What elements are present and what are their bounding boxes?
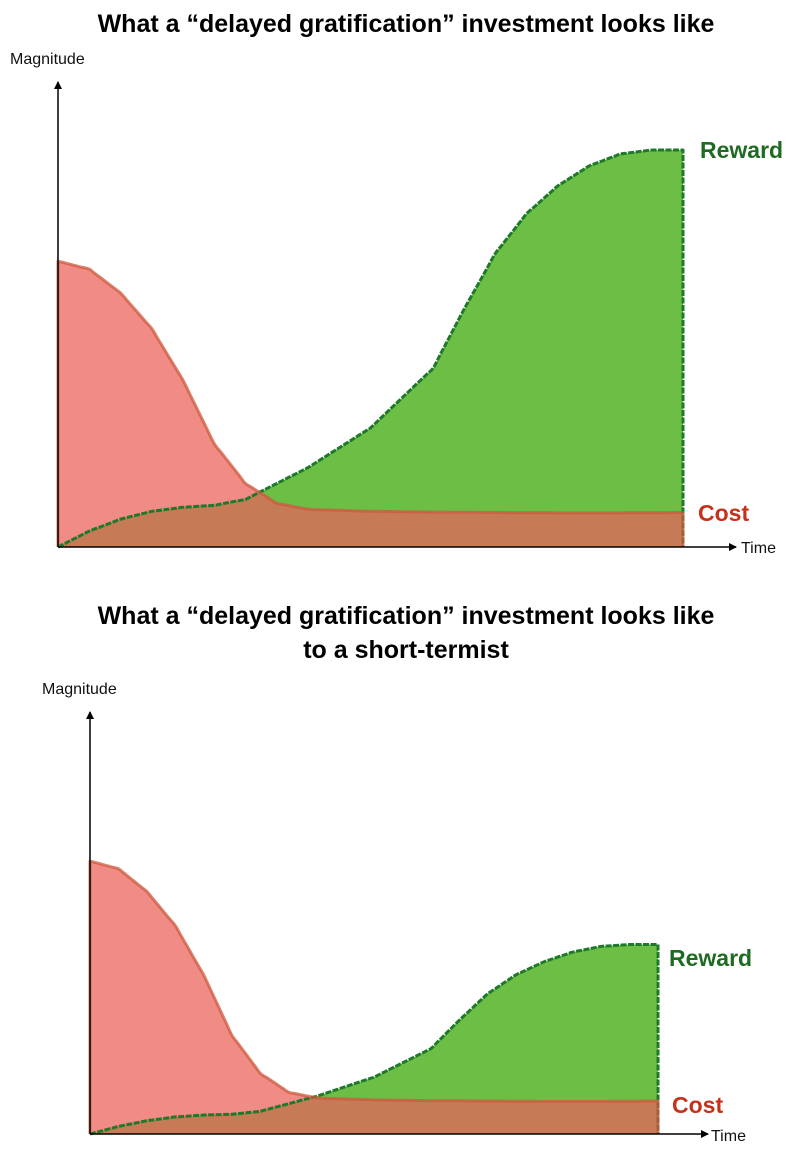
- overlap-area: [90, 1097, 658, 1134]
- chart-title: What a “delayed gratification” investmen…: [98, 10, 715, 38]
- y-axis-label: Magnitude: [10, 51, 85, 68]
- cost-label: Cost: [672, 1092, 723, 1118]
- reward-line: [89, 942, 660, 1136]
- reward-line: [57, 148, 685, 549]
- cost-line: [88, 859, 660, 1134]
- chart-subtitle: to a short-termist: [303, 636, 509, 664]
- x-axis-label: Time: [711, 1128, 746, 1145]
- reward-label: Reward: [700, 137, 783, 163]
- x-axis-label: Time: [741, 540, 776, 557]
- chart-short-termist: What a “delayed gratification” investmen…: [42, 602, 752, 1145]
- reward-area: [90, 944, 658, 1134]
- y-axis-label: Magnitude: [42, 681, 117, 698]
- chart-title: What a “delayed gratification” investmen…: [98, 602, 715, 630]
- cost-area: [58, 261, 683, 547]
- chart-delayed-gratification: What a “delayed gratification” investmen…: [10, 10, 783, 557]
- reward-area: [58, 149, 683, 547]
- reward-label: Reward: [669, 945, 752, 971]
- cost-line: [56, 259, 685, 547]
- cost-label: Cost: [698, 500, 749, 526]
- cost-area: [90, 861, 658, 1134]
